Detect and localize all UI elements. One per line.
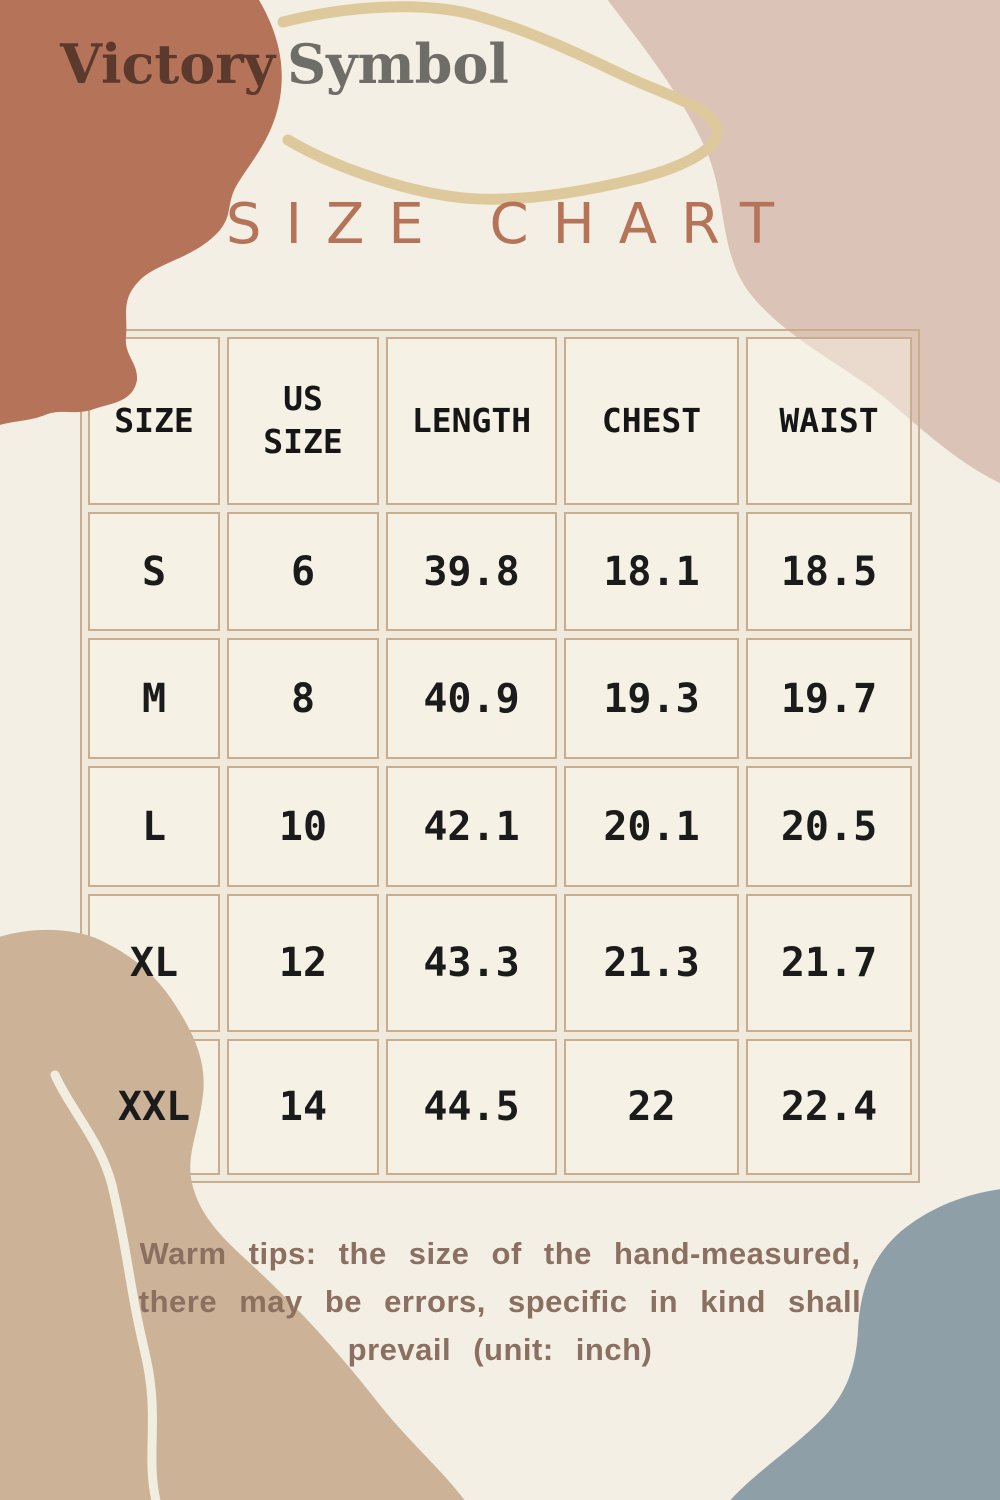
table-cell-box [564,638,739,759]
table-cell-box [746,766,912,887]
table-cell-box [746,512,912,631]
page-title: SIZE CHART [225,192,799,257]
cell-l-waist: 20.5 [780,803,878,850]
cell-xl-waist: 21.7 [780,940,878,986]
table-cell-box [227,512,379,631]
cell-m-waist: 19.7 [780,675,878,722]
brand-word-symbol: Symbol [287,32,509,96]
cell-m-us-size: 8 [290,675,316,722]
cell-m-chest: 19.3 [603,675,700,722]
table-cell-box [227,638,379,759]
cell-l-chest: 20.1 [603,803,700,850]
col-header-chest: CHEST [601,400,702,440]
cell-xxl-chest: 22 [627,1084,676,1130]
row-label-xl: XL [129,940,179,986]
col-header-size: SIZE [114,400,194,440]
row-label-m: M [141,675,167,722]
cell-xl-us-size: 12 [278,940,328,986]
cell-xl-chest: 21.3 [603,940,700,986]
cell-xxl-waist: 22.4 [780,1084,878,1130]
cell-xxl-length: 44.5 [423,1084,520,1130]
table-cell-box [564,766,739,887]
row-label-s: S [141,548,167,595]
table-cell-box [386,512,557,631]
table-cell-box [746,638,912,759]
cell-s-chest: 18.1 [603,548,700,595]
cell-l-length: 42.1 [423,803,520,850]
table-cell-box [564,894,739,1032]
cell-xl-length: 43.3 [423,940,520,986]
col-header-length: LENGTH [411,400,532,440]
size-chart-table-text: SIZE US SIZE LENGTH CHEST WAIST S 6 39.8… [80,329,920,1183]
brand-logo: Victory Symbol [60,32,509,96]
table-cell-box [564,512,739,631]
table-cell-box [88,512,220,631]
table-cell-box [386,638,557,759]
table-cell-box [227,766,379,887]
cell-m-length: 40.9 [423,675,520,722]
table-cell-box [746,894,912,1032]
brand-word-victory: Victory [60,32,276,96]
table-cell-box [386,337,557,505]
table-cell-box [88,766,220,887]
cell-s-waist: 18.5 [780,548,878,595]
cell-l-us-size: 10 [278,803,328,850]
cell-s-us-size: 6 [290,548,316,595]
table-cell-box [746,1039,912,1175]
row-label-xxl: XXL [117,1084,191,1130]
col-header-waist: WAIST [779,400,879,440]
table-cell-box [386,766,557,887]
col-header-us-size: US SIZE [263,379,343,461]
table-cell-box [564,1039,739,1175]
warm-tips-note: Warm tips: the size of the hand-measured… [138,1236,862,1367]
row-label-l: L [141,803,167,850]
cell-s-length: 39.8 [423,548,520,595]
table-cell-box [88,638,220,759]
cell-xxl-us-size: 14 [278,1084,328,1130]
